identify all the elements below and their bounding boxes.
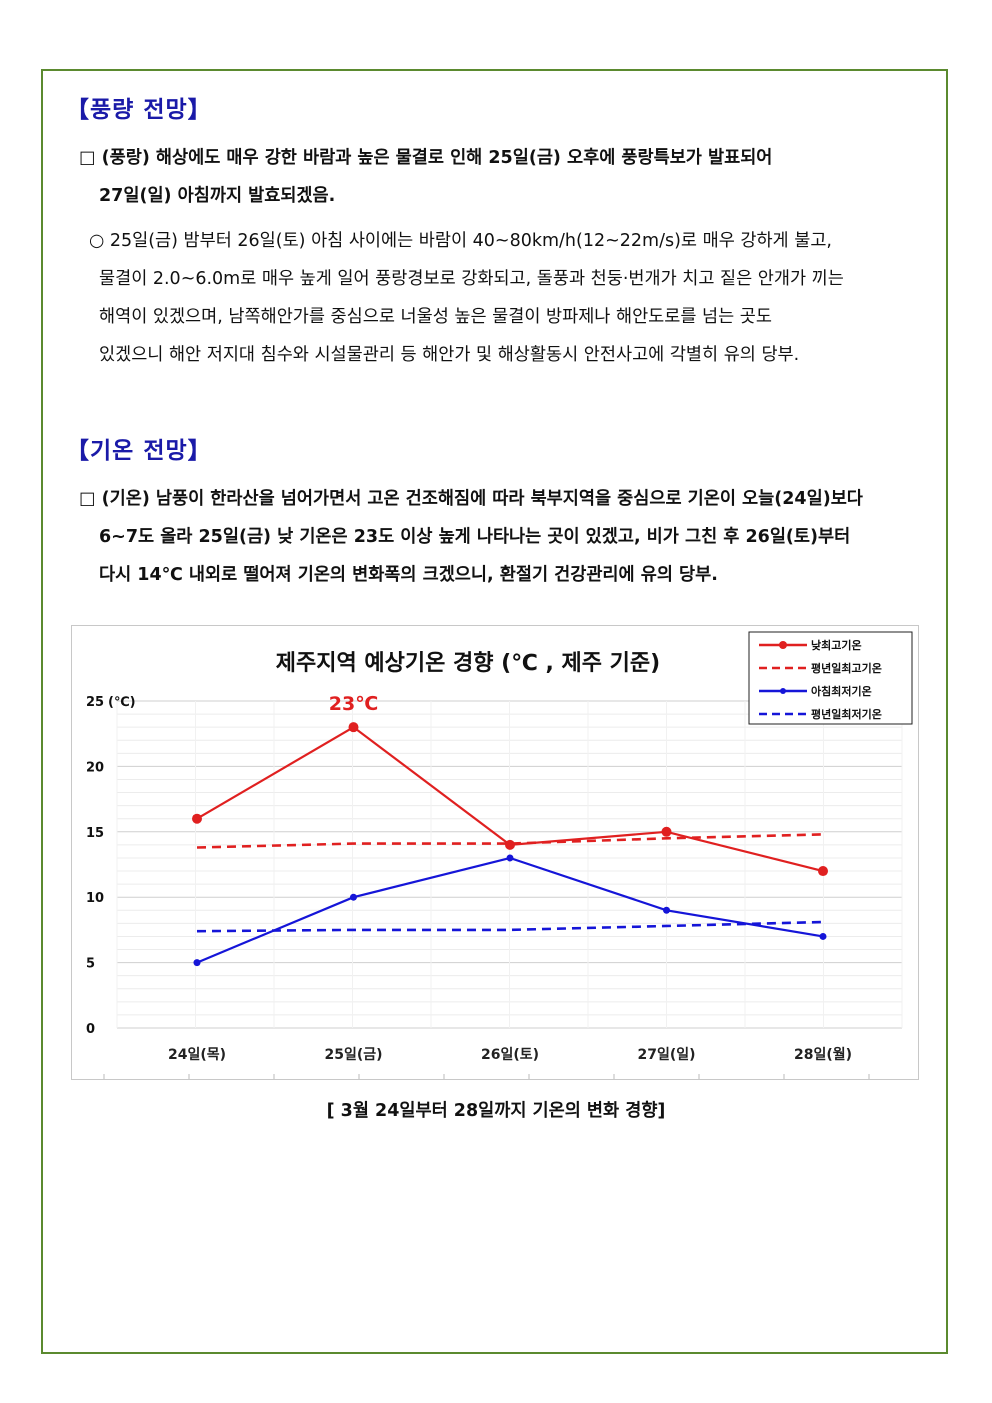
x-tick-label: 27일(일) xyxy=(637,1047,695,1063)
chart-caption: [ 3월 24일부터 28일까지 기온의 변화 경향] xyxy=(326,1101,666,1121)
chart-svg: 0 5 10 15 20 25 24일(목) 25일(금) 26일(토) 27일(일) 28일(월)… xyxy=(86,631,913,1079)
section2-bullet1: □ (기온) 남풍이 한라산을 넘어가면서 고온 건조해짐에 따라 북부지역을 … xyxy=(79,480,863,594)
y-tick-label: 20 xyxy=(86,760,104,775)
data-point xyxy=(661,826,672,837)
y-tick-label: 0 xyxy=(86,1022,95,1037)
y-tick-label: 5 xyxy=(86,957,95,972)
text-line: 6~7도 올라 25일(금) 낮 기온은 23도 이상 높게 나타나는 곳이 있… xyxy=(99,527,851,547)
legend-marker xyxy=(780,688,786,694)
text-line: 있겠으니 해안 저지대 침수와 시설물관리 등 해안가 및 해상활동시 안전사고… xyxy=(99,345,800,365)
legend-box xyxy=(748,631,913,725)
section1-bullet1: □ (풍랑) 해상에도 매우 강한 바람과 높은 물결로 인해 25일(금) 오… xyxy=(79,139,772,215)
legend-label: 평년일최고기온 xyxy=(811,661,882,675)
section1-bullet2: ○ 25일(금) 밤부터 26일(토) 아침 사이에는 바람이 40~80km/… xyxy=(89,222,844,374)
legend-label: 아침최저기온 xyxy=(811,684,872,698)
text-line: 물결이 2.0~6.0m로 매우 높게 일어 풍랑경보로 강화되고, 돌풍과 천… xyxy=(99,269,844,289)
y-tick-label: 15 xyxy=(86,826,104,841)
text-line: 해역이 있겠으며, 남쪽해안가를 중심으로 너울성 높은 물결이 방파제나 해안… xyxy=(99,307,772,327)
text-line: 다시 14℃ 내외로 떨어져 기온의 변화폭의 크겠으니, 환절기 건강관리에 … xyxy=(99,565,718,585)
chart-title: 제주지역 예상기온 경향 (℃ , 제주 기준) xyxy=(276,651,660,676)
section2-heading: 【기온 전망】 xyxy=(66,438,212,464)
data-point xyxy=(193,959,201,967)
y-axis-unit: (℃) xyxy=(108,695,136,710)
peak-annotation: 23℃ xyxy=(329,693,378,715)
chart-gridlines xyxy=(116,700,903,1029)
x-tick-label: 25일(금) xyxy=(324,1047,382,1063)
legend-label: 낮최고기온 xyxy=(811,638,862,652)
data-point xyxy=(192,813,202,824)
data-point xyxy=(505,839,515,850)
data-point xyxy=(506,854,514,862)
legend-marker xyxy=(779,641,787,649)
data-point xyxy=(350,893,357,901)
text-line: ○ 25일(금) 밤부터 26일(토) 아침 사이에는 바람이 40~80km/… xyxy=(89,231,832,251)
legend-label: 평년일최저기온 xyxy=(811,707,882,721)
text-line: □ (풍랑) 해상에도 매우 강한 바람과 높은 물결로 인해 25일(금) 오… xyxy=(79,148,773,168)
text-line: 27일(일) 아침까지 발효되겠음. xyxy=(99,186,336,206)
y-tick-label: 10 xyxy=(86,891,104,906)
section1-heading: 【풍량 전망】 xyxy=(66,97,212,123)
text-line: □ (기온) 남풍이 한라산을 넘어가면서 고온 건조해짐에 따라 북부지역을 … xyxy=(79,489,863,509)
y-tick-label: 25 xyxy=(86,695,104,710)
temperature-chart: 0 5 10 15 20 25 24일(목) 25일(금) 26일(토) 27일(일) 28일(월)… xyxy=(71,625,919,1080)
data-point xyxy=(819,932,827,940)
chart-series xyxy=(192,722,828,967)
x-tick-label: 26일(토) xyxy=(481,1047,539,1063)
x-tick-label: 28일(월) xyxy=(794,1046,852,1063)
data-point xyxy=(663,906,670,914)
data-point xyxy=(348,722,359,733)
x-tick-label: 24일(목) xyxy=(168,1047,226,1063)
chart-axes: 0 5 10 15 20 25 24일(목) 25일(금) 26일(토) 27일(일) 28일(월) xyxy=(86,695,870,1079)
data-point xyxy=(818,866,828,877)
page-frame xyxy=(41,69,948,1354)
